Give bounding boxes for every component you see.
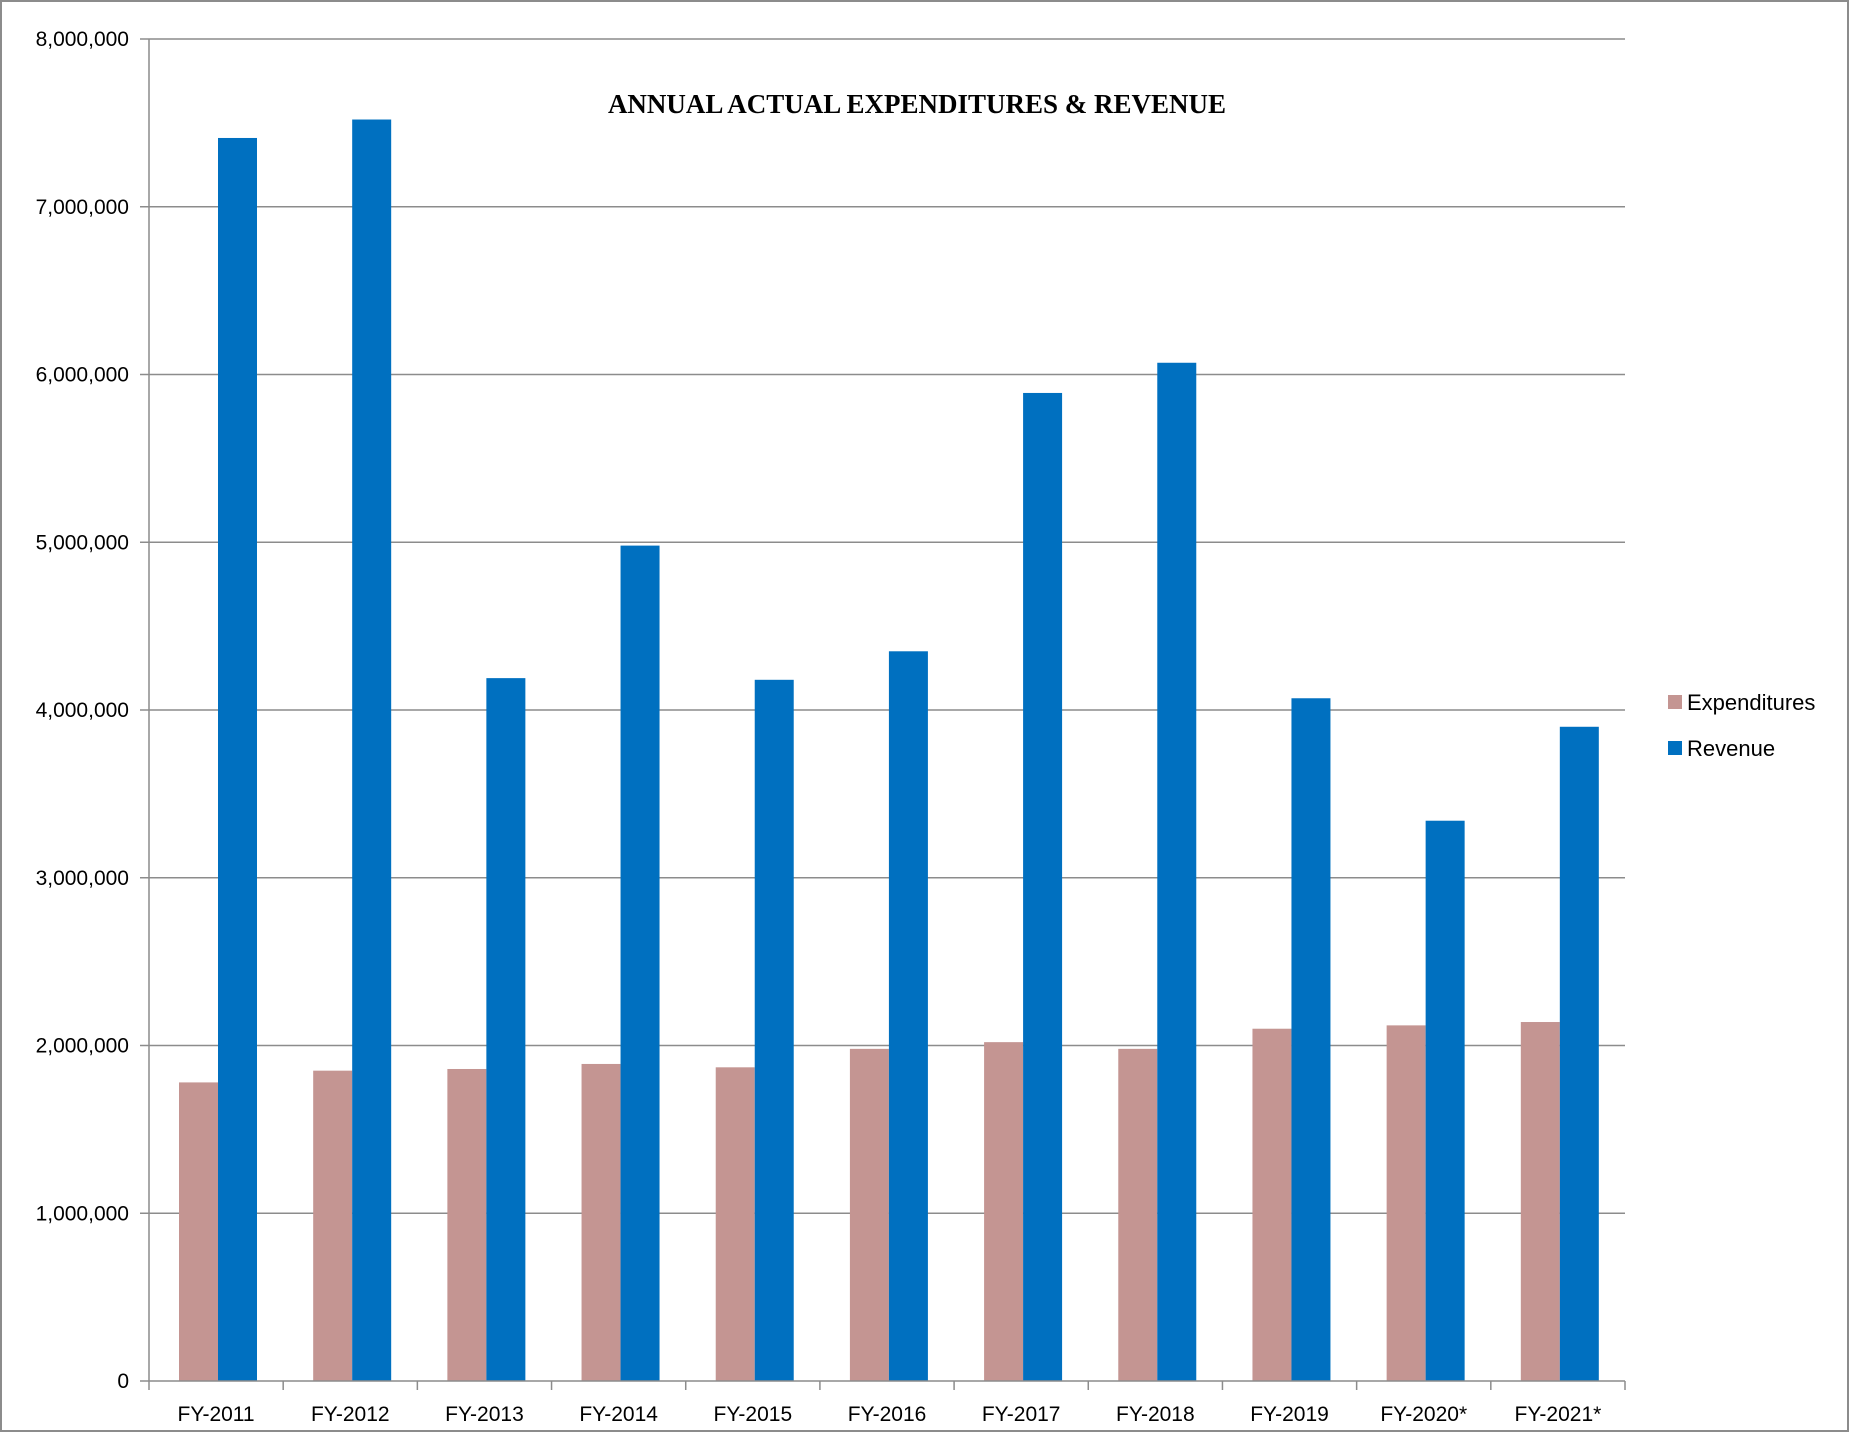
bar-revenue-fy-2016 bbox=[888, 651, 928, 1381]
y-tick-label: 5,000,000 bbox=[36, 531, 129, 554]
bar-expenditures-fy-2018 bbox=[1118, 1048, 1158, 1381]
x-tick-label: FY-2018 bbox=[1116, 1403, 1195, 1426]
x-tick-label: FY-2016 bbox=[848, 1403, 927, 1426]
x-tick-label: FY-2015 bbox=[714, 1403, 793, 1426]
bar-expenditures-fy-2011 bbox=[179, 1082, 218, 1381]
x-tick-label: FY-2017 bbox=[982, 1403, 1061, 1426]
y-tick-label: 8,000,000 bbox=[36, 28, 129, 51]
bar-revenue-fy-2014 bbox=[620, 545, 660, 1381]
y-tick-label: 1,000,000 bbox=[36, 1202, 129, 1225]
bar-revenue-fy-2012 bbox=[352, 119, 392, 1381]
gridlines bbox=[149, 38, 1625, 1214]
bar-revenue-fy-2013 bbox=[486, 678, 526, 1381]
bar-revenue-fy-2015 bbox=[754, 679, 794, 1381]
legend-label-revenue: Revenue bbox=[1687, 736, 1775, 761]
bar-revenue-fy-2019 bbox=[1291, 698, 1331, 1381]
legend-label-expenditures: Expenditures bbox=[1687, 690, 1815, 715]
legend: Expenditures Revenue bbox=[1668, 690, 1815, 761]
legend-swatch-expenditures bbox=[1668, 695, 1682, 709]
bar-expenditures-fy-2017 bbox=[984, 1042, 1024, 1381]
bar-expenditures-fy-2016 bbox=[849, 1048, 889, 1381]
y-tick-label: 0 bbox=[117, 1370, 129, 1393]
x-tick-label: FY-2019 bbox=[1250, 1403, 1329, 1426]
bar-expenditures-fy-2014 bbox=[581, 1063, 621, 1381]
bar-revenue-fy-2020 bbox=[1425, 820, 1465, 1381]
bar-expenditures-fy-2021 bbox=[1520, 1022, 1560, 1381]
y-tick-label: 2,000,000 bbox=[36, 1035, 129, 1058]
bar-expenditures-fy-2015 bbox=[715, 1067, 755, 1381]
y-tick-label: 6,000,000 bbox=[36, 364, 129, 387]
x-tick-label: FY-2013 bbox=[445, 1403, 524, 1426]
y-tick-label: 7,000,000 bbox=[36, 196, 129, 219]
y-tick-label: 3,000,000 bbox=[36, 867, 129, 890]
bar-expenditures-fy-2012 bbox=[313, 1070, 353, 1381]
bar-revenue-fy-2018 bbox=[1157, 362, 1197, 1381]
x-tick-label: FY-2012 bbox=[311, 1403, 390, 1426]
bars bbox=[179, 119, 1599, 1381]
x-tick-label: FY-2014 bbox=[579, 1403, 658, 1426]
legend-swatch-revenue bbox=[1668, 741, 1682, 755]
bar-expenditures-fy-2020 bbox=[1386, 1025, 1426, 1381]
bar-revenue-fy-2011 bbox=[218, 137, 257, 1381]
bar-expenditures-fy-2013 bbox=[447, 1068, 487, 1381]
y-tick-label: 4,000,000 bbox=[36, 699, 129, 722]
x-tick-label: FY-2011 bbox=[178, 1403, 255, 1426]
chart-title: ANNUAL ACTUAL EXPENDITURES & REVENUE bbox=[608, 89, 1226, 119]
bar-revenue-fy-2017 bbox=[1023, 392, 1063, 1381]
bar-expenditures-fy-2019 bbox=[1252, 1028, 1292, 1381]
x-tick-label: FY-2021* bbox=[1515, 1403, 1602, 1426]
bar-revenue-fy-2021 bbox=[1559, 726, 1599, 1381]
x-tick-label: FY-2020* bbox=[1380, 1403, 1467, 1426]
axes: 0 1,000,000 2,000,000 3,000,000 4,000,000 5,0… bbox=[36, 28, 1626, 1426]
